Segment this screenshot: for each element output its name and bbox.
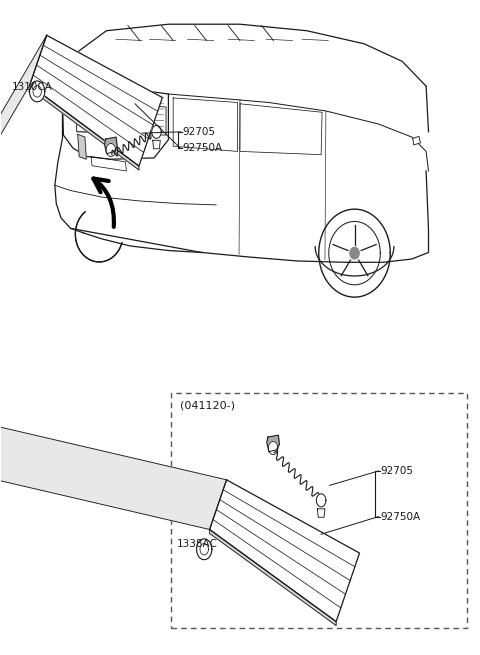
Polygon shape	[0, 411, 227, 529]
Polygon shape	[267, 435, 279, 452]
Polygon shape	[268, 441, 278, 455]
Polygon shape	[30, 85, 139, 170]
Polygon shape	[105, 137, 117, 154]
Text: 1310CA: 1310CA	[12, 82, 53, 92]
Text: 92750A: 92750A	[381, 512, 421, 521]
Polygon shape	[350, 248, 359, 259]
Polygon shape	[0, 35, 47, 533]
Text: 92750A: 92750A	[183, 143, 223, 153]
Text: 92705: 92705	[381, 466, 414, 476]
Polygon shape	[153, 140, 160, 149]
Polygon shape	[78, 134, 86, 159]
Text: 92705: 92705	[183, 127, 216, 137]
Polygon shape	[30, 35, 162, 166]
Polygon shape	[210, 480, 360, 622]
Polygon shape	[316, 494, 326, 507]
Bar	[171, 393, 467, 627]
Polygon shape	[197, 539, 212, 559]
Polygon shape	[152, 125, 161, 138]
Text: (041120-): (041120-)	[180, 401, 235, 411]
Polygon shape	[106, 143, 116, 157]
Polygon shape	[317, 509, 325, 517]
Text: 1338AC: 1338AC	[177, 539, 218, 549]
Polygon shape	[413, 136, 420, 145]
Polygon shape	[210, 529, 336, 626]
Polygon shape	[30, 81, 45, 102]
